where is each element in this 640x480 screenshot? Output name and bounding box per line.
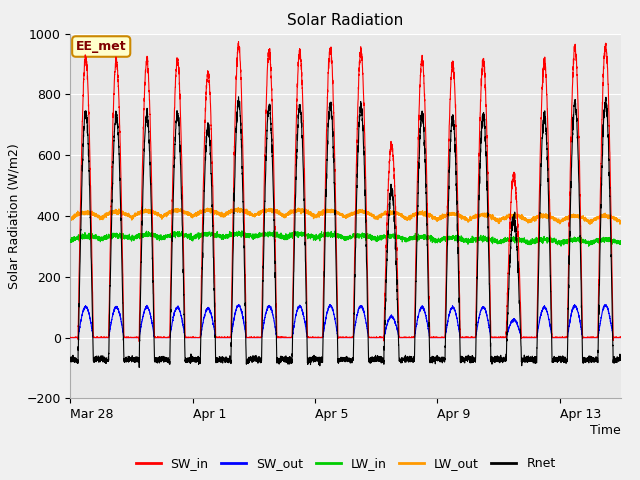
Text: EE_met: EE_met — [76, 40, 127, 53]
Y-axis label: Solar Radiation (W/m2): Solar Radiation (W/m2) — [8, 143, 20, 289]
Title: Solar Radiation: Solar Radiation — [287, 13, 404, 28]
X-axis label: Time: Time — [590, 424, 621, 437]
Legend: SW_in, SW_out, LW_in, LW_out, Rnet: SW_in, SW_out, LW_in, LW_out, Rnet — [131, 452, 561, 475]
